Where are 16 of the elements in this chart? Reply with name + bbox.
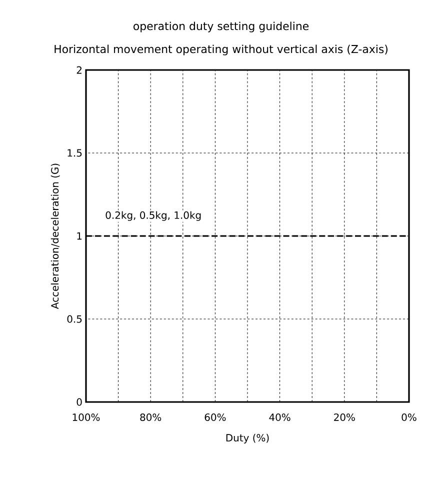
x-tick-label: 40%	[269, 413, 290, 422]
y-tick-label: 1	[77, 232, 82, 240]
y-tick-label: 0.5	[67, 315, 82, 323]
x-tick-label: 80%	[140, 413, 162, 422]
y-axis-title: Acceleration/deceleration (G)	[50, 164, 60, 310]
x-tick-label: 20%	[334, 413, 355, 422]
x-tick-label: 60%	[204, 413, 226, 422]
x-axis-title: Duty (%)	[226, 434, 269, 444]
y-tick-label: 0	[76, 398, 82, 406]
x-tick-label: 0%	[402, 413, 416, 422]
x-tick-label: 100%	[72, 413, 100, 422]
series-label: 0.2kg, 0.5kg, 1.0kg	[106, 211, 201, 221]
chart-title: operation duty setting guideline	[134, 22, 309, 32]
y-tick-label: 2	[76, 66, 82, 74]
chart-subtitle: Horizontal movement operating without vertical axis (Z-axis)	[54, 44, 388, 56]
y-tick-label: 1.5	[68, 149, 82, 157]
